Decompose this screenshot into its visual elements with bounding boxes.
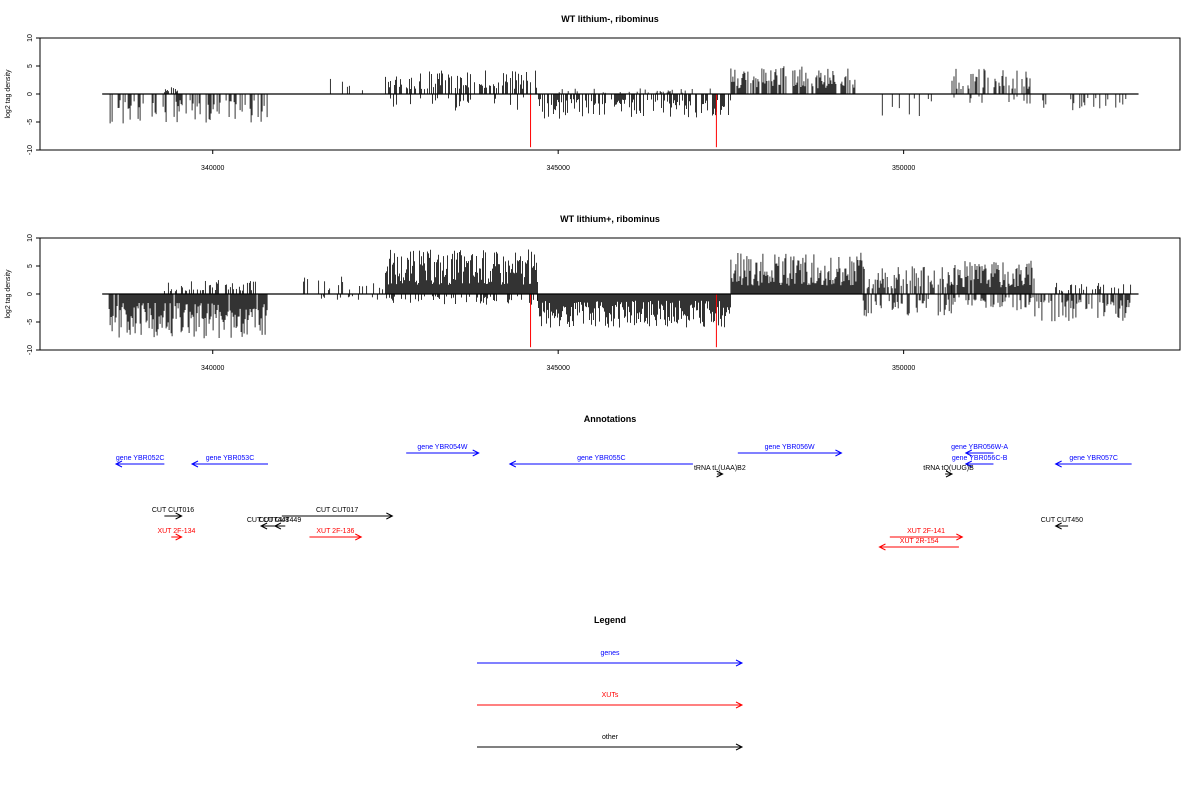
annotation-feature: gene YBR055C bbox=[508, 455, 693, 468]
feature-arrow-head bbox=[273, 522, 282, 530]
y-axis-label: log2 tag density bbox=[5, 269, 12, 319]
feature-arrow-head bbox=[508, 460, 517, 468]
annotation-feature: XUT 2F-134 bbox=[157, 528, 196, 541]
feature-label: CUT CUT016 bbox=[152, 507, 194, 514]
annotation-feature: XUT 2R-154 bbox=[878, 538, 959, 551]
legend-item: genes bbox=[477, 650, 744, 667]
y-tick-label: -10 bbox=[27, 145, 34, 155]
y-tick-label: 0 bbox=[27, 92, 34, 96]
annotation-feature: gene YBR053C bbox=[190, 455, 268, 468]
annotation-feature: XUT 2F-136 bbox=[309, 528, 363, 541]
feature-arrow-head bbox=[259, 522, 268, 530]
legend-label: other bbox=[602, 734, 619, 741]
annotation-feature: CUT CUT450 bbox=[1041, 517, 1083, 530]
legend-item: XUTs bbox=[477, 692, 744, 709]
feature-arrow-head bbox=[945, 470, 954, 478]
annotation-feature: gene YBR052C bbox=[114, 455, 165, 468]
feature-arrow-head bbox=[175, 533, 183, 541]
annotation-feature: gene YBR056W bbox=[737, 444, 843, 457]
x-tick-label: 350000 bbox=[892, 165, 915, 172]
annotation-feature: gene YBR056W-A bbox=[951, 444, 1008, 457]
feature-arrow-head bbox=[964, 449, 973, 457]
bar-group bbox=[109, 66, 1127, 148]
annotations-title: Annotations bbox=[584, 414, 637, 424]
feature-label: CUT CUT017 bbox=[316, 507, 358, 514]
y-tick-label: -10 bbox=[27, 345, 34, 355]
legend-panel: Legend genes XUTs other bbox=[477, 615, 744, 751]
annotation-feature: gene YBR057C bbox=[1054, 455, 1132, 468]
feature-label: gene YBR057C bbox=[1069, 455, 1118, 462]
legend-label: genes bbox=[600, 650, 620, 657]
feature-arrow-head bbox=[716, 470, 724, 478]
annotation-feature: CUT CUT449 bbox=[259, 517, 301, 530]
annotation-feature: CUT CUT017 bbox=[281, 507, 394, 520]
bar-group bbox=[108, 249, 1132, 348]
annotation-feature: tRNA tQ(UUG)B bbox=[923, 465, 974, 478]
x-tick-label: 340000 bbox=[201, 165, 224, 172]
feature-label: gene YBR055C bbox=[577, 455, 626, 462]
legend-title: Legend bbox=[594, 615, 626, 625]
y-tick-label: 10 bbox=[27, 234, 34, 242]
y-tick-label: 0 bbox=[27, 292, 34, 296]
feature-label: gene YBR054W bbox=[417, 444, 467, 451]
feature-label: gene YBR056W bbox=[765, 444, 815, 451]
track-panel-lithium-minus: WT lithium-, ribominus -10 -5 0 5 10 log2 tag … bbox=[5, 14, 1181, 172]
y-tick-label: 5 bbox=[27, 264, 34, 268]
annotations-panel: Annotations gene YBR052C gene YBR053C gene … bbox=[114, 414, 1132, 551]
legend-arrow-head bbox=[735, 701, 744, 709]
feature-label: CUT CUT449 bbox=[259, 517, 301, 524]
feature-label: gene YBR052C bbox=[116, 455, 165, 462]
feature-label: XUT 2F-134 bbox=[157, 528, 195, 535]
feature-arrow-head bbox=[190, 460, 199, 468]
feature-label: CUT CUT448 bbox=[247, 517, 289, 524]
feature-arrow-head bbox=[175, 512, 183, 520]
legend-item: other bbox=[477, 734, 744, 751]
feature-arrow-head bbox=[964, 460, 973, 468]
legend-arrow-head bbox=[735, 743, 744, 751]
feature-arrow-head bbox=[835, 449, 843, 457]
legend-arrow-head bbox=[735, 659, 744, 667]
feature-label: tRNA tQ(UUG)B bbox=[923, 465, 974, 472]
y-tick-label: -5 bbox=[27, 119, 34, 125]
feature-label: gene YBR056W-A bbox=[951, 444, 1008, 451]
annotation-feature: gene YBR056C-B bbox=[952, 455, 1008, 468]
feature-label: gene YBR056C-B bbox=[952, 455, 1008, 462]
feature-label: XUT 2R-154 bbox=[900, 538, 939, 545]
feature-arrow-head bbox=[1054, 460, 1062, 468]
feature-label: tRNA tL(UAA)B2 bbox=[694, 465, 746, 472]
legend-label: XUTs bbox=[602, 692, 619, 699]
x-tick-label: 340000 bbox=[201, 365, 224, 372]
feature-label: gene YBR053C bbox=[206, 455, 255, 462]
feature-label: XUT 2F-136 bbox=[316, 528, 354, 535]
annotation-feature: tRNA tL(UAA)B2 bbox=[694, 465, 746, 478]
y-tick-label: -5 bbox=[27, 319, 34, 325]
feature-arrow-head bbox=[114, 460, 123, 468]
annotation-feature: CUT CUT016 bbox=[152, 507, 194, 520]
feature-arrow-head bbox=[1054, 522, 1062, 530]
y-tick-label: 10 bbox=[27, 34, 34, 42]
x-tick-label: 350000 bbox=[892, 365, 915, 372]
annotation-feature: gene YBR054W bbox=[406, 444, 480, 457]
track-panel-lithium-plus: WT lithium+, ribominus -10 -5 0 5 10 log2 tag … bbox=[5, 214, 1181, 372]
x-tick-label: 345000 bbox=[547, 365, 570, 372]
y-tick-label: 5 bbox=[27, 64, 34, 68]
chart-title: WT lithium-, ribominus bbox=[561, 14, 659, 24]
chart-title: WT lithium+, ribominus bbox=[560, 214, 660, 224]
feature-arrow-head bbox=[956, 533, 964, 541]
annotation-feature: CUT CUT448 bbox=[247, 517, 289, 530]
feature-label: CUT CUT450 bbox=[1041, 517, 1083, 524]
feature-arrow-head bbox=[386, 512, 394, 520]
feature-arrow-head bbox=[355, 533, 363, 541]
feature-arrow-head bbox=[472, 449, 480, 457]
feature-label: XUT 2F-141 bbox=[907, 528, 945, 535]
annotation-feature: XUT 2F-141 bbox=[889, 528, 964, 541]
x-tick-label: 345000 bbox=[547, 165, 570, 172]
feature-arrow-head bbox=[878, 543, 886, 551]
y-axis-label: log2 tag density bbox=[5, 69, 12, 119]
